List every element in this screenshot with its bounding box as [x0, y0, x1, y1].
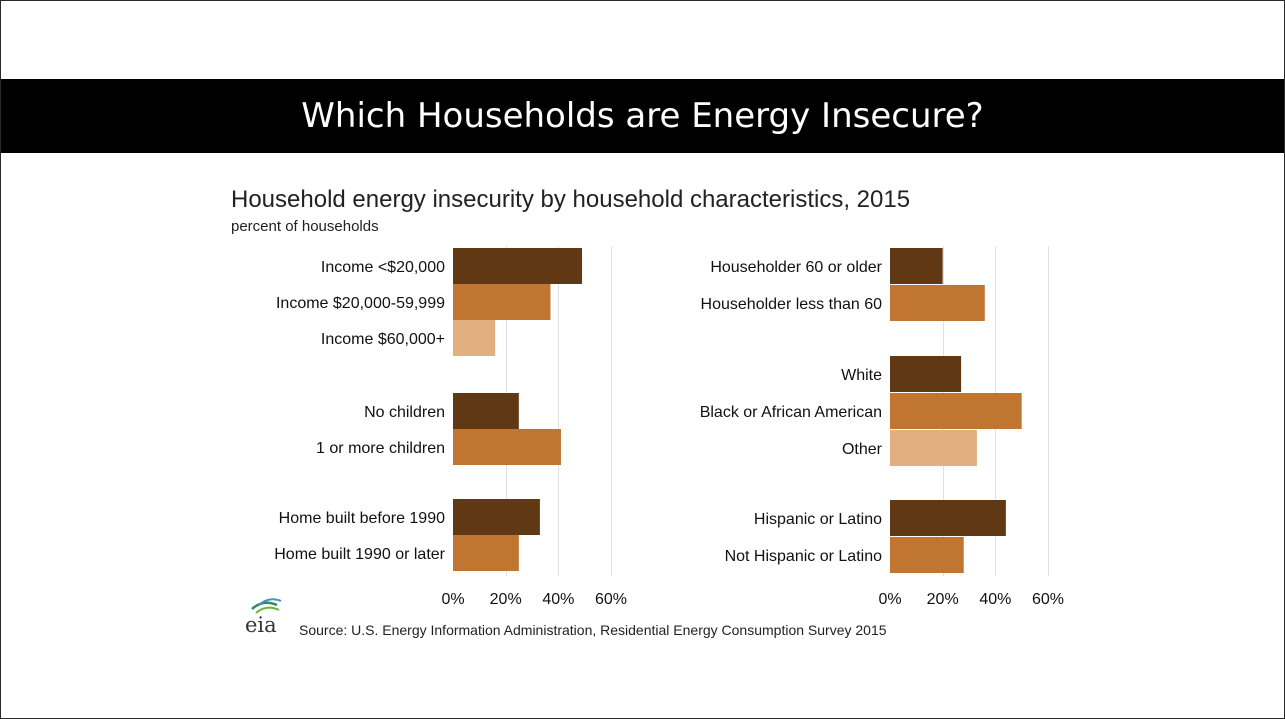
category-label-home-built-1990-or-later: Home built 1990 or later [274, 546, 445, 563]
category-label-income-20-000: Income <$20,000 [321, 259, 445, 276]
tick-label-20: 20% [927, 591, 959, 608]
category-label-income-20-000-59-999: Income $20,000-59,999 [276, 295, 445, 312]
category-label-no-children: No children [364, 404, 445, 421]
bar-not-hispanic-or-latino [890, 537, 964, 573]
tick-label-60: 60% [595, 591, 627, 608]
tick-label-0: 0% [441, 591, 464, 608]
category-label-other: Other [842, 441, 883, 458]
tick-label-60: 60% [1032, 591, 1064, 608]
bar-other [890, 430, 977, 466]
chart-subtitle: percent of households [231, 218, 379, 235]
category-label-black-or-african-american: Black or African American [700, 404, 882, 421]
category-label-householder-less-than-60: Householder less than 60 [701, 296, 883, 313]
tick-label-40: 40% [542, 591, 574, 608]
bar-home-built-1990-or-later [453, 535, 519, 571]
eia-logo-text: eia [245, 613, 277, 637]
eia-logo-icon: eia [245, 598, 282, 637]
category-label-householder-60-or-older: Householder 60 or older [710, 259, 882, 276]
category-label-white: White [841, 367, 882, 384]
chart-title: Household energy insecurity by household… [231, 186, 910, 213]
bar-income-60-000 [453, 320, 496, 356]
tick-label-40: 40% [979, 591, 1011, 608]
bar-householder-60-or-older [890, 248, 943, 284]
category-label-income-60-000: Income $60,000+ [321, 331, 445, 348]
category-label-hispanic-or-latino: Hispanic or Latino [754, 511, 882, 528]
right-panel: Householder 60 or older Householder less … [700, 246, 1064, 608]
source-note: Source: U.S. Energy Information Administ… [299, 622, 887, 638]
category-label-home-built-before-1990: Home built before 1990 [279, 510, 445, 527]
category-label-not-hispanic-or-latino: Not Hispanic or Latino [725, 548, 883, 565]
bar-no-children [453, 393, 519, 429]
bar-black-or-african-american [890, 393, 1022, 429]
tick-label-0: 0% [878, 591, 901, 608]
bar-income-20-000-59-999 [453, 284, 551, 320]
bar-householder-less-than-60 [890, 285, 985, 321]
bar-hispanic-or-latino [890, 500, 1006, 536]
bar-white [890, 356, 962, 392]
slide-title: Which Households are Energy Insecure? [301, 96, 984, 136]
slide-title-bar: Which Households are Energy Insecure? [1, 79, 1284, 153]
category-label-1-or-more-children: 1 or more children [316, 440, 445, 457]
bar-income-20-000 [453, 248, 583, 284]
bar-home-built-before-1990 [453, 499, 540, 535]
bar-1-or-more-children [453, 429, 561, 465]
left-panel: Income <$20,000 Income $20,000-59,999 Inco… [274, 246, 627, 608]
tick-label-20: 20% [490, 591, 522, 608]
